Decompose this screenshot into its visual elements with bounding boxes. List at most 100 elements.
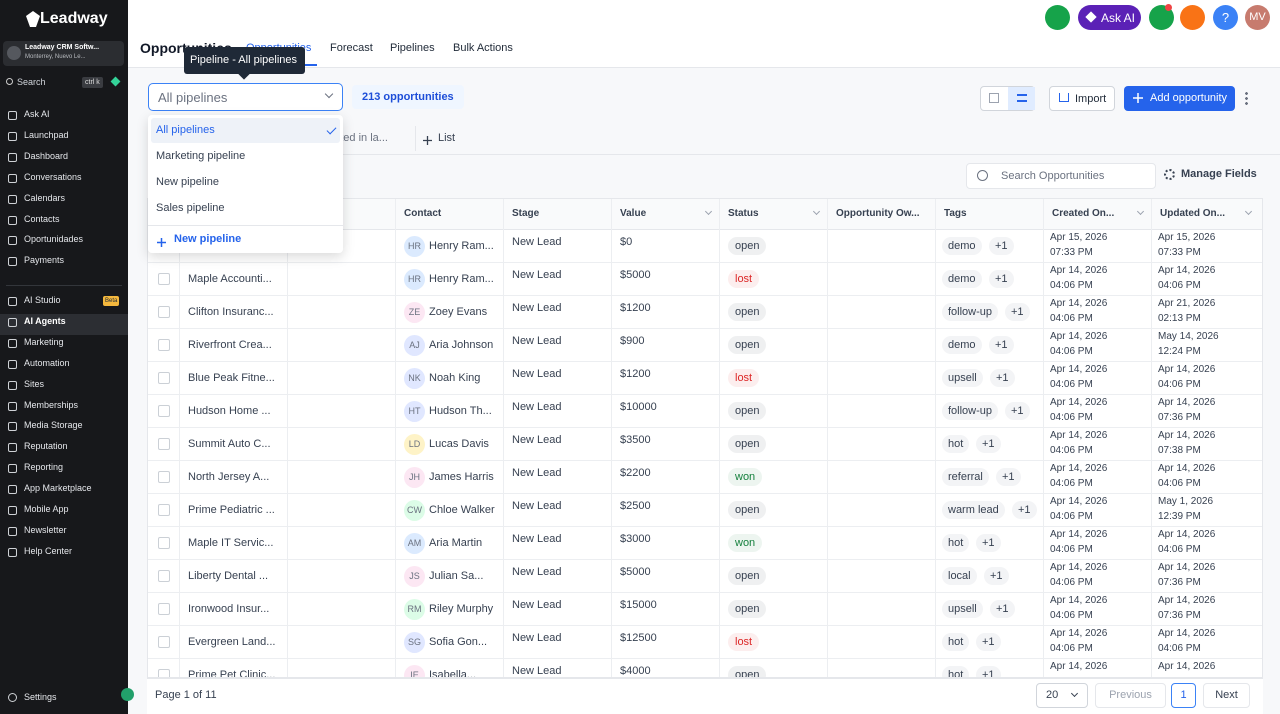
- tag-more[interactable]: +1: [976, 435, 1001, 453]
- nav-item[interactable]: Memberships: [24, 399, 79, 410]
- nav-item[interactable]: Reporting: [24, 462, 64, 473]
- row-checkbox[interactable]: [158, 372, 170, 384]
- notifications-button[interactable]: [1180, 5, 1205, 30]
- next-button[interactable]: Next: [1203, 683, 1250, 708]
- tag-more[interactable]: +1: [1005, 303, 1030, 321]
- tag-more[interactable]: +1: [976, 666, 1001, 677]
- tag-more[interactable]: +1: [989, 336, 1014, 354]
- column-header[interactable]: Opportunity Ow...: [836, 208, 920, 219]
- row-checkbox[interactable]: [158, 405, 170, 417]
- contact-name[interactable]: Henry Ram...: [429, 240, 494, 252]
- contact-name[interactable]: Julian Sa...: [429, 570, 484, 582]
- current-page[interactable]: 1: [1171, 683, 1196, 708]
- nav-item[interactable]: Marketing: [24, 336, 64, 347]
- row-checkbox[interactable]: [158, 471, 170, 483]
- column-header[interactable]: Tags: [944, 208, 967, 219]
- nav-item[interactable]: Conversations: [24, 171, 82, 182]
- opportunity-name[interactable]: Evergreen Land...: [188, 636, 276, 648]
- ask-ai-button[interactable]: Ask AI: [1078, 5, 1141, 30]
- tag-more[interactable]: +1: [984, 567, 1009, 585]
- import-button[interactable]: Import: [1049, 86, 1115, 111]
- tag-more[interactable]: +1: [989, 237, 1014, 255]
- nav-item[interactable]: AI Agents: [24, 315, 66, 326]
- contact-name[interactable]: Zoey Evans: [429, 306, 488, 318]
- opportunity-name[interactable]: Summit Auto C...: [188, 438, 271, 450]
- nav-item[interactable]: Sites: [24, 378, 45, 389]
- tag-more[interactable]: +1: [1012, 501, 1037, 519]
- nav-item[interactable]: Contacts: [24, 213, 60, 224]
- dropdown-option[interactable]: All pipelines: [156, 124, 215, 136]
- contact-name[interactable]: Noah King: [429, 372, 481, 384]
- row-checkbox[interactable]: [158, 339, 170, 351]
- previous-button[interactable]: Previous: [1095, 683, 1166, 708]
- row-checkbox[interactable]: [158, 570, 170, 582]
- column-header[interactable]: Status: [728, 208, 759, 219]
- opportunity-name[interactable]: Maple IT Servic...: [188, 537, 274, 549]
- contact-name[interactable]: Sofia Gon...: [429, 636, 488, 648]
- nav-item[interactable]: Launchpad: [24, 129, 69, 140]
- contact-name[interactable]: Lucas Davis: [429, 438, 489, 450]
- dropdown-option[interactable]: Sales pipeline: [156, 202, 225, 214]
- contact-name[interactable]: Isabella...: [429, 669, 477, 678]
- grid-view[interactable]: [989, 93, 999, 103]
- row-checkbox[interactable]: [158, 504, 170, 516]
- tag-more[interactable]: +1: [990, 600, 1015, 618]
- nav-item[interactable]: App Marketplace: [24, 483, 92, 494]
- opportunity-name[interactable]: Prime Pediatric ...: [188, 504, 275, 516]
- nav-item[interactable]: Payments: [24, 255, 65, 266]
- contact-name[interactable]: Henry Ram...: [429, 273, 494, 285]
- opportunity-name[interactable]: Riverfront Crea...: [188, 339, 272, 351]
- manage-fields[interactable]: Manage Fields: [1181, 168, 1257, 180]
- nav-item[interactable]: AI Studio: [24, 295, 61, 305]
- page-size-select[interactable]: 20: [1036, 683, 1088, 708]
- header-tab[interactable]: Forecast: [330, 42, 373, 54]
- search-box[interactable]: Search Opportunities: [966, 163, 1156, 189]
- nav-item[interactable]: Mobile App: [24, 504, 69, 514]
- user-avatar[interactable]: MV: [1245, 5, 1270, 30]
- column-header[interactable]: Contact: [404, 208, 442, 219]
- dropdown-option[interactable]: New pipeline: [156, 176, 219, 188]
- contact-name[interactable]: Aria Martin: [429, 537, 483, 549]
- row-checkbox[interactable]: [158, 669, 170, 677]
- settings[interactable]: Settings: [24, 692, 57, 702]
- row-checkbox[interactable]: [158, 636, 170, 648]
- column-header[interactable]: Value: [620, 208, 647, 219]
- opportunity-name[interactable]: Maple Accounti...: [188, 273, 272, 285]
- pipeline-select[interactable]: All pipelines: [148, 83, 343, 111]
- nav-item[interactable]: Automation: [24, 357, 70, 368]
- tag-more[interactable]: +1: [996, 468, 1021, 486]
- contact-name[interactable]: Chloe Walker: [429, 504, 495, 516]
- tag-more[interactable]: +1: [990, 369, 1015, 387]
- opportunity-name[interactable]: Liberty Dental ...: [188, 570, 269, 582]
- header-tab[interactable]: Bulk Actions: [453, 42, 513, 54]
- phone-button[interactable]: [1045, 5, 1070, 30]
- list-view-active[interactable]: [1008, 87, 1035, 110]
- tag-more[interactable]: +1: [976, 633, 1001, 651]
- opportunity-name[interactable]: Clifton Insuranc...: [188, 306, 274, 318]
- contact-name[interactable]: Riley Murphy: [429, 603, 494, 615]
- row-checkbox[interactable]: [158, 603, 170, 615]
- opportunity-name[interactable]: Blue Peak Fitne...: [188, 372, 275, 384]
- column-header[interactable]: Stage: [512, 208, 540, 219]
- nav-item[interactable]: Calendars: [24, 192, 66, 203]
- contact-name[interactable]: James Harris: [429, 471, 494, 483]
- header-tab[interactable]: Pipelines: [390, 42, 435, 54]
- tag-more[interactable]: +1: [1005, 402, 1030, 420]
- contact-name[interactable]: Hudson Th...: [429, 405, 492, 417]
- row-checkbox[interactable]: [158, 537, 170, 549]
- add-opportunity-button[interactable]: Add opportunity: [1124, 86, 1235, 111]
- contact-name[interactable]: Aria Johnson: [429, 339, 494, 351]
- nav-item[interactable]: Help Center: [24, 545, 73, 556]
- help-button[interactable]: ?: [1213, 5, 1238, 30]
- nav-item[interactable]: Reputation: [24, 441, 68, 452]
- sidebar-search[interactable]: Search: [17, 77, 46, 87]
- nav-item[interactable]: Media Storage: [24, 420, 83, 431]
- more-menu[interactable]: [1245, 91, 1248, 105]
- column-header[interactable]: Created On...: [1052, 208, 1115, 219]
- nav-item[interactable]: Dashboard: [24, 150, 69, 161]
- new-pipeline[interactable]: New pipeline: [174, 233, 242, 245]
- row-checkbox[interactable]: [158, 306, 170, 318]
- tag-more[interactable]: +1: [989, 270, 1014, 288]
- nav-item[interactable]: Ask AI: [24, 109, 50, 119]
- opportunity-name[interactable]: Ironwood Insur...: [188, 603, 270, 615]
